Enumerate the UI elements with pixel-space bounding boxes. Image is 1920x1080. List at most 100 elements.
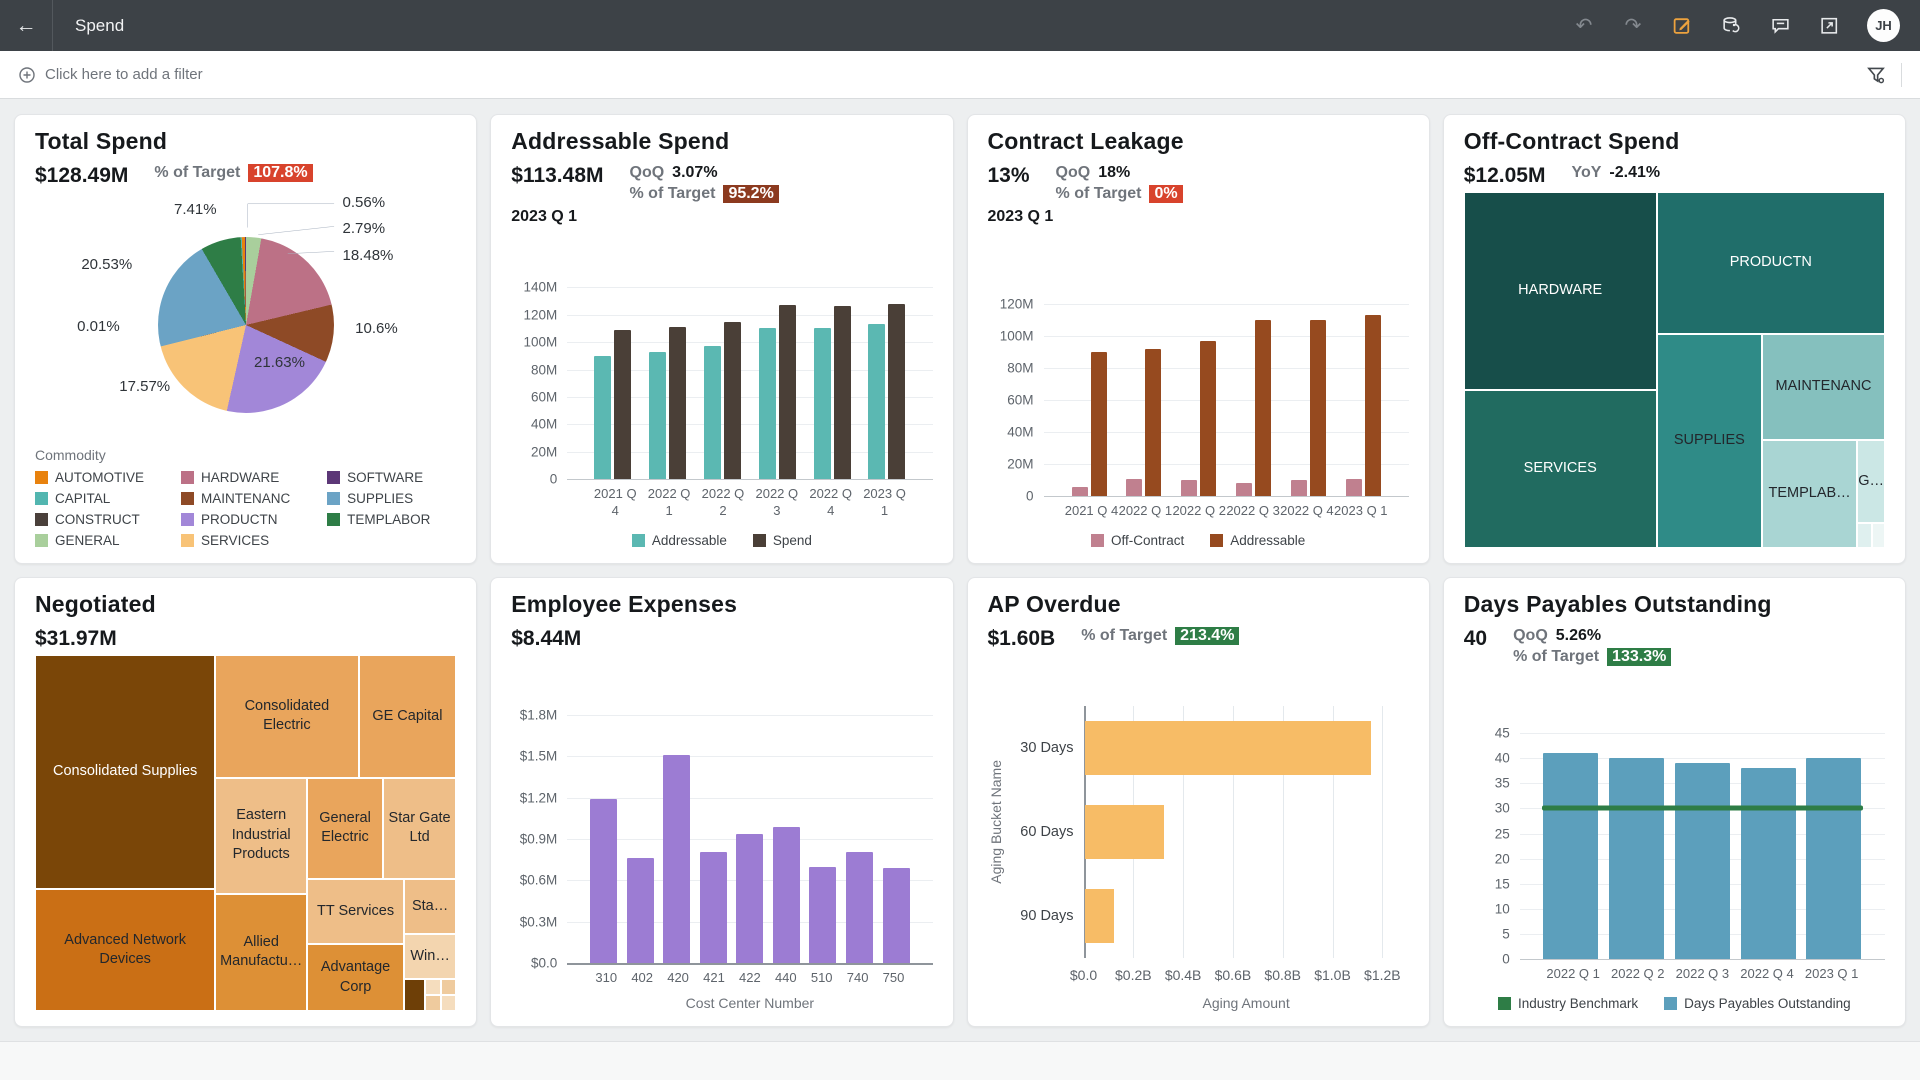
bar-employee-expenses[interactable]: [626, 858, 654, 964]
off-contract-treemap[interactable]: HARDWARE SERVICES PRODUCTN SUPPLIES MAINTENA…: [1463, 192, 1885, 548]
legend-item[interactable]: Spend: [752, 533, 812, 548]
bar-spend[interactable]: [888, 303, 906, 480]
ap-overdue-chart[interactable]: Aging Bucket Name 30 Days 60 Days 90 Days $0…: [988, 655, 1409, 1011]
bar-addressable[interactable]: [1364, 315, 1381, 497]
legend-item[interactable]: PRODUCTN: [181, 512, 323, 527]
legend-item[interactable]: Off-Contract: [1090, 533, 1184, 548]
negotiated-treemap[interactable]: Consolidated Supplies Advanced Network De…: [35, 655, 457, 1011]
comment-icon[interactable]: [1769, 15, 1791, 37]
plot-area[interactable]: [1083, 706, 1405, 958]
bar-off-contract[interactable]: [1181, 480, 1198, 497]
treemap-cell[interactable]: [425, 994, 441, 1011]
bar-spend[interactable]: [778, 305, 796, 480]
legend-item[interactable]: Addressable: [1210, 533, 1305, 548]
contract-leakage-chart[interactable]: 120M 100M 80M 60M 40M 20M 0 2021 Q 4 2022 Q 1 202…: [988, 230, 1409, 548]
bar-addressable[interactable]: [1255, 320, 1272, 497]
treemap-cell-consolidated-supplies[interactable]: Consolidated Supplies: [35, 655, 216, 890]
legend-item[interactable]: SERVICES: [181, 533, 323, 548]
legend-item[interactable]: AUTOMOTIVE: [35, 470, 177, 485]
avatar[interactable]: JH: [1867, 9, 1900, 42]
bar-90-days[interactable]: [1084, 889, 1115, 943]
data-refresh-icon[interactable]: [1720, 15, 1742, 37]
bar-spend[interactable]: [723, 321, 741, 480]
plot-area[interactable]: [1043, 304, 1409, 498]
bar-employee-expenses[interactable]: [699, 851, 727, 964]
filter-settings-icon[interactable]: [1865, 64, 1887, 86]
bar-addressable[interactable]: [1309, 320, 1326, 497]
treemap-cell[interactable]: [404, 978, 426, 1011]
benchmark-line[interactable]: [1541, 805, 1864, 811]
bar-addressable[interactable]: [868, 324, 886, 480]
bar-employee-expenses[interactable]: [736, 833, 764, 964]
treemap-cell-supplies[interactable]: SUPPLIES: [1656, 333, 1762, 548]
bar-employee-expenses[interactable]: [809, 866, 837, 964]
employee-expenses-chart[interactable]: $1.8M $1.5M $1.2M $0.9M $0.6M $0.3M $0.0 310 402…: [511, 655, 933, 1011]
bar-off-contract[interactable]: [1236, 483, 1253, 497]
treemap-cell-eastern-industrial-products[interactable]: Eastern Industrial Products: [215, 777, 308, 894]
undo-icon[interactable]: ↶: [1575, 14, 1593, 37]
treemap-cell-tt-services[interactable]: TT Services: [307, 878, 404, 945]
bar-days-payables-outstanding[interactable]: [1674, 763, 1730, 960]
treemap-cell-sta-[interactable]: Sta…: [404, 878, 457, 935]
treemap-cell-hardware[interactable]: HARDWARE: [1463, 192, 1657, 390]
legend-item[interactable]: CONSTRUCT: [35, 512, 177, 527]
bar-days-payables-outstanding[interactable]: [1609, 758, 1665, 960]
bar-days-payables-outstanding[interactable]: [1543, 753, 1599, 960]
legend-item[interactable]: MAINTENANC: [181, 491, 323, 506]
plot-area[interactable]: [1519, 733, 1885, 961]
treemap-cell-consolidated-electric[interactable]: Consolidated Electric: [215, 655, 359, 778]
redo-icon[interactable]: ↷: [1624, 14, 1642, 37]
bar-addressable[interactable]: [703, 346, 721, 480]
bar-days-payables-outstanding[interactable]: [1740, 768, 1796, 960]
bar-addressable[interactable]: [1200, 340, 1217, 497]
legend-item[interactable]: TEMPLABOR: [327, 512, 456, 527]
addressable-spend-chart[interactable]: 140M 120M 100M 80M 60M 40M 20M 0 2021 Q 4 2022 Q …: [511, 230, 933, 548]
treemap-cell-ge-capital[interactable]: GE Capital: [358, 655, 457, 778]
treemap-cell[interactable]: [1871, 523, 1885, 548]
bar-employee-expenses[interactable]: [845, 851, 873, 964]
dpo-chart[interactable]: 45 40 35 30 25 20 15 10 5 0 2022 Q 1 2022 Q 2 2022 Q…: [1464, 670, 1885, 1011]
open-in-new-icon[interactable]: [1818, 15, 1840, 37]
legend-item[interactable]: GENERAL: [35, 533, 177, 548]
treemap-cell-productn[interactable]: PRODUCTN: [1656, 192, 1885, 334]
bar-employee-expenses[interactable]: [663, 755, 691, 964]
edit-icon[interactable]: [1671, 15, 1693, 37]
bar-spend[interactable]: [614, 329, 632, 480]
treemap-cell-general-electric[interactable]: General Electric: [307, 777, 383, 879]
treemap-cell-star-gate-ltd[interactable]: Star Gate Ltd: [382, 777, 457, 879]
pie[interactable]: [157, 237, 334, 414]
back-button[interactable]: ←: [0, 0, 53, 51]
legend-item[interactable]: SOFTWARE: [327, 470, 456, 485]
bar-addressable[interactable]: [649, 351, 667, 480]
bar-employee-expenses[interactable]: [590, 799, 618, 964]
treemap-cell[interactable]: [1857, 523, 1872, 548]
treemap-cell-advanced-network-devices[interactable]: Advanced Network Devices: [35, 889, 216, 1011]
treemap-cell-allied-manufactu-[interactable]: Allied Manufactu…: [215, 893, 308, 1011]
bar-30-days[interactable]: [1084, 721, 1371, 775]
treemap-cell-g-[interactable]: G…: [1857, 440, 1885, 524]
treemap-cell-maintenanc[interactable]: MAINTENANC: [1761, 333, 1885, 441]
bar-addressable[interactable]: [1090, 352, 1107, 497]
legend-item[interactable]: Addressable: [631, 533, 727, 548]
treemap-cell[interactable]: [440, 994, 457, 1011]
treemap-cell[interactable]: [440, 978, 457, 995]
legend-item[interactable]: HARDWARE: [181, 470, 323, 485]
bar-addressable[interactable]: [758, 328, 776, 480]
bar-addressable[interactable]: [813, 328, 831, 480]
legend-item[interactable]: CAPITAL: [35, 491, 177, 506]
bar-off-contract[interactable]: [1345, 478, 1362, 497]
bar-days-payables-outstanding[interactable]: [1806, 758, 1862, 960]
bar-60-days[interactable]: [1084, 805, 1165, 859]
legend-item[interactable]: Industry Benchmark: [1498, 996, 1638, 1011]
bar-addressable[interactable]: [1145, 348, 1162, 497]
treemap-cell-win-[interactable]: Win…: [404, 934, 457, 979]
legend-item[interactable]: SUPPLIES: [327, 491, 456, 506]
bar-spend[interactable]: [669, 327, 687, 480]
bar-off-contract[interactable]: [1290, 480, 1307, 497]
bar-off-contract[interactable]: [1126, 478, 1143, 497]
legend-item[interactable]: Days Payables Outstanding: [1664, 996, 1851, 1011]
treemap-cell-services[interactable]: SERVICES: [1463, 389, 1657, 548]
bar-addressable[interactable]: [594, 355, 612, 480]
treemap-cell[interactable]: [425, 978, 441, 995]
bar-employee-expenses[interactable]: [882, 868, 910, 964]
